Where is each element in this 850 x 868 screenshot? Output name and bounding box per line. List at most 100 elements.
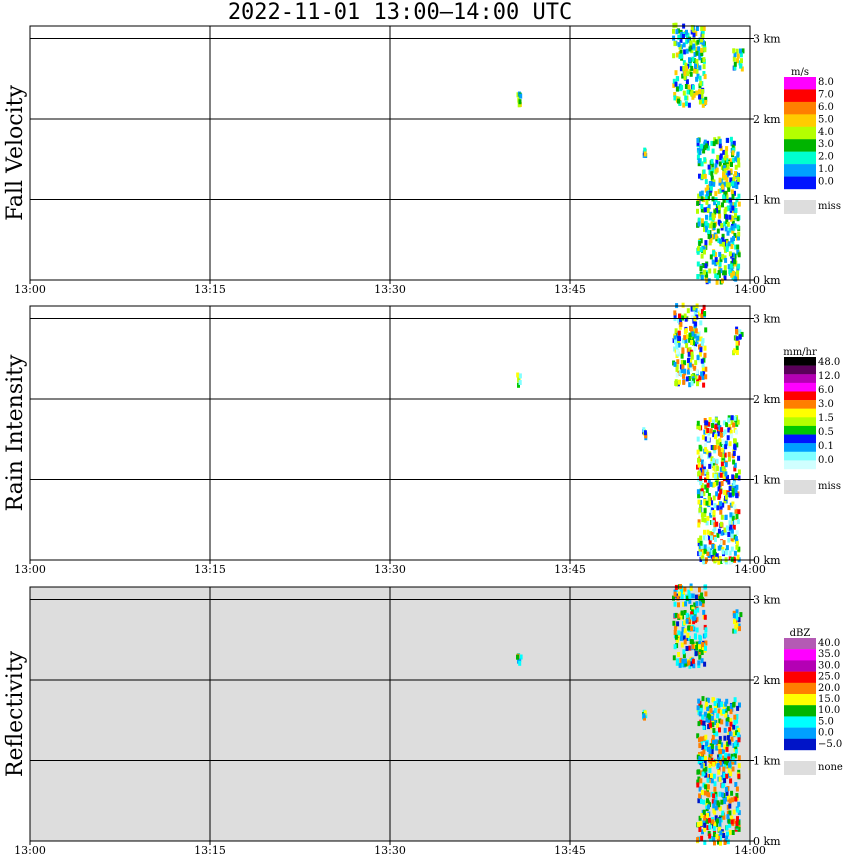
data-cell bbox=[674, 70, 678, 76]
data-cell bbox=[728, 798, 732, 804]
data-cell bbox=[732, 140, 736, 146]
data-cell bbox=[701, 222, 705, 227]
data-cell bbox=[716, 154, 720, 160]
data-cell bbox=[731, 150, 735, 156]
data-cell bbox=[682, 34, 685, 39]
data-cell bbox=[732, 236, 735, 241]
data-cell bbox=[697, 462, 701, 468]
data-cell bbox=[700, 544, 704, 550]
data-cell bbox=[704, 194, 708, 200]
data-cell bbox=[678, 54, 682, 59]
data-cell bbox=[734, 796, 738, 802]
data-cell bbox=[697, 522, 701, 528]
data-cell bbox=[691, 644, 695, 650]
data-cell bbox=[724, 226, 728, 232]
data-cell bbox=[723, 270, 727, 276]
data-cell bbox=[716, 713, 720, 719]
data-cell bbox=[731, 756, 735, 762]
data-cell bbox=[677, 34, 681, 40]
y-tick-label: 3 km bbox=[753, 33, 781, 46]
data-cell bbox=[702, 468, 706, 474]
data-cell bbox=[703, 517, 707, 523]
data-cell bbox=[694, 651, 698, 657]
data-cell bbox=[718, 161, 722, 167]
data-cell bbox=[716, 722, 720, 728]
data-cell bbox=[734, 488, 738, 494]
data-cell bbox=[696, 208, 699, 214]
data-cell bbox=[706, 436, 710, 442]
data-cell bbox=[700, 93, 704, 99]
data-cell bbox=[702, 357, 706, 363]
data-cell bbox=[707, 164, 711, 170]
data-cell bbox=[731, 759, 735, 765]
legend-label: 12.0 bbox=[818, 371, 840, 382]
data-cell bbox=[696, 249, 700, 255]
data-cell bbox=[696, 782, 700, 788]
data-cell bbox=[692, 328, 696, 334]
data-cell bbox=[705, 500, 709, 506]
data-cell bbox=[675, 344, 679, 350]
data-cell bbox=[698, 737, 701, 743]
data-cell bbox=[713, 809, 717, 815]
data-cell bbox=[694, 321, 698, 327]
data-cell bbox=[682, 379, 686, 385]
data-cell bbox=[697, 221, 701, 227]
data-cell bbox=[728, 456, 731, 462]
data-cell bbox=[708, 268, 712, 274]
data-cell bbox=[516, 654, 519, 660]
data-cell bbox=[730, 819, 734, 825]
legend-swatch bbox=[784, 451, 816, 461]
data-cell bbox=[704, 469, 708, 475]
data-cell bbox=[686, 632, 690, 638]
data-cell bbox=[709, 428, 713, 434]
data-cell bbox=[711, 419, 715, 425]
data-cell bbox=[701, 29, 705, 35]
data-cell bbox=[717, 208, 721, 214]
data-cell bbox=[726, 794, 730, 800]
data-cell bbox=[673, 95, 677, 101]
legend-swatch bbox=[784, 89, 816, 103]
data-cell bbox=[643, 147, 647, 153]
data-cell bbox=[676, 595, 680, 601]
data-cell bbox=[707, 234, 711, 239]
data-cell bbox=[725, 721, 729, 727]
data-cell bbox=[682, 635, 686, 641]
data-cell bbox=[713, 268, 717, 274]
data-cell bbox=[701, 696, 705, 702]
data-cell bbox=[707, 724, 711, 730]
data-cell bbox=[696, 464, 699, 470]
data-cell bbox=[683, 586, 687, 592]
data-cell bbox=[706, 428, 710, 433]
data-cell bbox=[700, 47, 704, 53]
data-cell bbox=[723, 778, 727, 784]
data-cell bbox=[714, 759, 718, 765]
data-cell bbox=[696, 779, 700, 785]
data-cell bbox=[700, 751, 704, 757]
data-cell bbox=[712, 550, 716, 556]
data-cell bbox=[713, 799, 717, 805]
data-cell bbox=[734, 508, 738, 514]
data-cell bbox=[727, 479, 731, 485]
data-cell bbox=[698, 99, 702, 105]
data-cell bbox=[693, 602, 697, 608]
data-cell bbox=[718, 138, 722, 144]
data-cell bbox=[672, 595, 675, 601]
data-cell bbox=[725, 718, 729, 724]
data-cell bbox=[704, 96, 708, 102]
data-cell bbox=[675, 349, 679, 355]
data-cell bbox=[722, 474, 726, 480]
data-cell bbox=[712, 222, 716, 228]
data-cell bbox=[689, 71, 693, 77]
data-cell bbox=[733, 619, 736, 625]
legend-swatch bbox=[784, 434, 816, 444]
data-cell bbox=[724, 550, 728, 556]
data-cell bbox=[695, 641, 699, 647]
legend-missing-swatch bbox=[784, 200, 816, 214]
data-cell bbox=[702, 382, 706, 388]
data-cell bbox=[729, 216, 733, 222]
x-tick-label: 13:15 bbox=[194, 563, 226, 576]
data-cell bbox=[728, 251, 732, 257]
panel-ylabel: Reflectivity bbox=[3, 650, 28, 777]
data-cell bbox=[691, 331, 695, 337]
data-cell bbox=[695, 627, 699, 633]
